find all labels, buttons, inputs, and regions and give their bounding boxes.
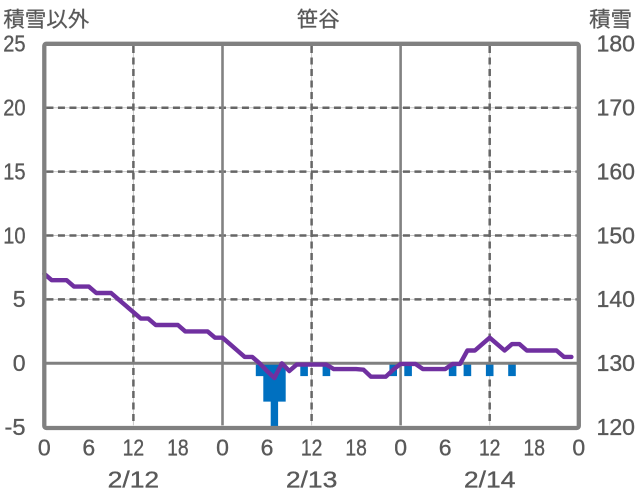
svg-text:2/13: 2/13: [286, 467, 338, 493]
svg-text:140: 140: [597, 286, 636, 312]
svg-text:0: 0: [38, 435, 51, 461]
svg-text:2/12: 2/12: [108, 467, 160, 493]
svg-text:20: 20: [3, 95, 25, 121]
svg-text:130: 130: [597, 350, 636, 376]
svg-text:18: 18: [345, 435, 367, 461]
svg-text:6: 6: [439, 435, 452, 461]
svg-text:18: 18: [524, 435, 546, 461]
svg-text:170: 170: [597, 95, 636, 121]
svg-text:160: 160: [597, 158, 636, 184]
svg-text:25: 25: [3, 31, 25, 57]
svg-text:0: 0: [216, 435, 229, 461]
svg-text:-5: -5: [5, 414, 26, 440]
svg-text:120: 120: [597, 414, 636, 440]
svg-text:15: 15: [3, 158, 25, 184]
svg-text:6: 6: [82, 435, 95, 461]
svg-text:150: 150: [597, 222, 636, 248]
svg-text:0: 0: [394, 435, 407, 461]
svg-text:18: 18: [167, 435, 189, 461]
svg-text:0: 0: [13, 350, 26, 376]
svg-text:0: 0: [572, 435, 585, 461]
svg-text:12: 12: [479, 435, 501, 461]
svg-text:2/14: 2/14: [464, 467, 516, 493]
svg-text:12: 12: [301, 435, 323, 461]
svg-text:12: 12: [123, 435, 145, 461]
svg-text:5: 5: [13, 286, 26, 312]
svg-text:10: 10: [3, 222, 25, 248]
svg-text:180: 180: [597, 31, 636, 57]
svg-text:6: 6: [261, 435, 274, 461]
